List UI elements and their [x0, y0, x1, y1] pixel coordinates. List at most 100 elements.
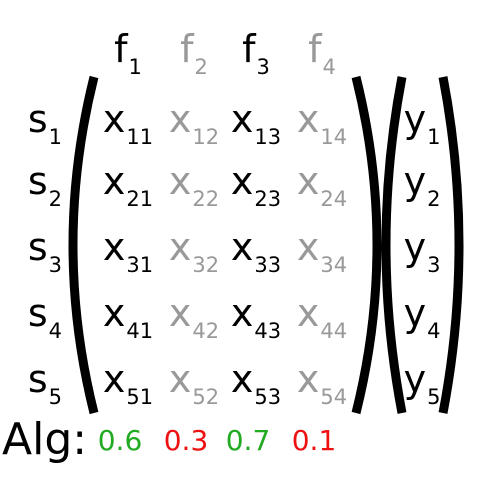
target-4-subscript: 4 [427, 319, 441, 343]
algorithm-score-2: 0.3 [163, 424, 209, 457]
matrix-cell-1-3: x13 [224, 100, 288, 160]
matrix-cell-3-2-subscript: 32 [192, 253, 220, 277]
target-2: y2 [390, 162, 454, 222]
sample-label-4-subscript: 4 [48, 319, 62, 343]
feature-header-2-symbol: f [180, 27, 194, 71]
matrix-cell-1-4-subscript: 14 [320, 125, 348, 149]
matrix-cell-4-2-subscript: 42 [192, 319, 220, 343]
matrix-cell-4-2-symbol: x [168, 291, 192, 335]
feature-header-3: f3 [224, 30, 288, 90]
sample-label-5-symbol: s [27, 357, 48, 401]
algorithm-score-1: 0.6 [97, 424, 143, 457]
target-5: y5 [390, 360, 454, 420]
target-5-symbol: y [403, 357, 427, 401]
matrix-cell-3-1-symbol: x [102, 225, 126, 269]
feature-header-1-symbol: f [114, 27, 128, 71]
algorithm-label: Alg: [2, 414, 88, 465]
matrix-cell-5-4: x54 [290, 360, 354, 420]
algorithm-score-4: 0.1 [291, 424, 337, 457]
feature-header-2: f2 [162, 30, 226, 90]
matrix-cell-5-2: x52 [162, 360, 226, 420]
sample-label-3-symbol: s [27, 225, 48, 269]
target-4-symbol: y [403, 291, 427, 335]
matrix-cell-5-3-symbol: x [230, 357, 254, 401]
matrix-cell-5-1: x51 [96, 360, 160, 420]
feature-header-2-subscript: 2 [194, 55, 208, 79]
target-1: y1 [390, 100, 454, 160]
matrix-cell-3-4-subscript: 34 [320, 253, 348, 277]
sample-label-5-subscript: 5 [48, 385, 62, 409]
matrix-cell-4-1-subscript: 41 [126, 319, 154, 343]
sample-label-1-symbol: s [27, 97, 48, 141]
matrix-cell-5-2-subscript: 52 [192, 385, 220, 409]
matrix-right-paren [351, 75, 382, 415]
matrix-cell-4-1: x41 [96, 294, 160, 354]
sample-label-5: s5 [10, 360, 62, 420]
matrix-cell-2-2-subscript: 22 [192, 187, 220, 211]
sample-label-1: s1 [10, 100, 62, 160]
matrix-cell-2-1: x21 [96, 162, 160, 222]
matrix-cell-1-1-symbol: x [102, 97, 126, 141]
target-2-subscript: 2 [427, 187, 441, 211]
matrix-cell-2-3-subscript: 23 [254, 187, 282, 211]
matrix-cell-1-2-symbol: x [168, 97, 192, 141]
matrix-cell-1-2-subscript: 12 [192, 125, 220, 149]
matrix-cell-3-1: x31 [96, 228, 160, 288]
target-5-subscript: 5 [427, 385, 441, 409]
target-3: y3 [390, 228, 454, 288]
target-1-subscript: 1 [427, 125, 441, 149]
matrix-cell-4-4: x44 [290, 294, 354, 354]
matrix-cell-3-3-subscript: 33 [254, 253, 282, 277]
target-2-symbol: y [403, 159, 427, 203]
matrix-cell-4-3-symbol: x [230, 291, 254, 335]
matrix-cell-2-4-subscript: 24 [320, 187, 348, 211]
sample-label-4: s4 [10, 294, 62, 354]
matrix-cell-5-3: x53 [224, 360, 288, 420]
matrix-cell-4-3: x43 [224, 294, 288, 354]
matrix-cell-5-4-subscript: 54 [320, 385, 348, 409]
matrix-cell-5-4-symbol: x [296, 357, 320, 401]
matrix-cell-2-3: x23 [224, 162, 288, 222]
matrix-left-paren [68, 75, 99, 415]
sample-label-3: s3 [10, 228, 62, 288]
matrix-cell-2-1-symbol: x [102, 159, 126, 203]
feature-header-3-subscript: 3 [256, 55, 270, 79]
matrix-cell-4-4-subscript: 44 [320, 319, 348, 343]
feature-header-1-subscript: 1 [128, 55, 142, 79]
matrix-cell-1-3-symbol: x [230, 97, 254, 141]
matrix-cell-4-2: x42 [162, 294, 226, 354]
matrix-cell-2-1-subscript: 21 [126, 187, 154, 211]
feature-header-4-subscript: 4 [322, 55, 336, 79]
algorithm-score-3: 0.7 [225, 424, 271, 457]
matrix-cell-4-1-symbol: x [102, 291, 126, 335]
target-1-symbol: y [403, 97, 427, 141]
matrix-cell-5-3-subscript: 53 [254, 385, 282, 409]
matrix-cell-2-4: x24 [290, 162, 354, 222]
matrix-cell-3-4: x34 [290, 228, 354, 288]
feature-header-4-symbol: f [308, 27, 322, 71]
feature-header-3-symbol: f [242, 27, 256, 71]
sample-label-3-subscript: 3 [48, 253, 62, 277]
matrix-cell-3-3: x33 [224, 228, 288, 288]
matrix-cell-1-1-subscript: 11 [126, 125, 154, 149]
matrix-cell-3-1-subscript: 31 [126, 253, 154, 277]
vector-right-paren [438, 76, 464, 414]
matrix-cell-1-4-symbol: x [296, 97, 320, 141]
matrix-cell-5-1-subscript: 51 [126, 385, 154, 409]
matrix-cell-2-2-symbol: x [168, 159, 192, 203]
matrix-cell-5-2-symbol: x [168, 357, 192, 401]
target-3-subscript: 3 [427, 253, 441, 277]
feature-header-4: f4 [290, 30, 354, 90]
matrix-cell-1-3-subscript: 13 [254, 125, 282, 149]
feature-header-1: f1 [96, 30, 160, 90]
target-4: y4 [390, 294, 454, 354]
sample-label-2: s2 [10, 162, 62, 222]
matrix-cell-1-1: x11 [96, 100, 160, 160]
matrix-cell-2-2: x22 [162, 162, 226, 222]
matrix-cell-3-2: x32 [162, 228, 226, 288]
sample-label-2-symbol: s [27, 159, 48, 203]
matrix-cell-3-3-symbol: x [230, 225, 254, 269]
matrix-cell-3-2-symbol: x [168, 225, 192, 269]
matrix-cell-4-4-symbol: x [296, 291, 320, 335]
matrix-cell-2-4-symbol: x [296, 159, 320, 203]
